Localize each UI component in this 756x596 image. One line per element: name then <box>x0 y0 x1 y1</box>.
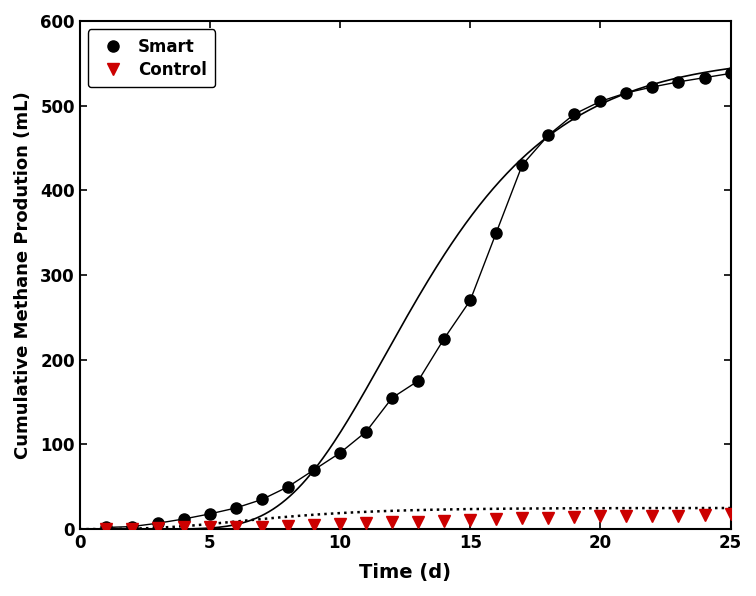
Control <box>257 523 266 530</box>
Line: Smart: Smart <box>101 68 736 533</box>
Smart <box>388 395 397 402</box>
Smart <box>674 78 683 85</box>
Smart <box>336 449 345 457</box>
Control <box>440 517 449 524</box>
Smart <box>361 428 370 435</box>
Smart <box>179 516 188 523</box>
Smart <box>309 466 318 473</box>
Control <box>388 519 397 526</box>
Line: Control: Control <box>100 508 737 535</box>
Control <box>570 514 579 521</box>
Control <box>231 524 240 531</box>
Control <box>206 524 215 531</box>
Y-axis label: Cumulative Methane Prodution (mL): Cumulative Methane Prodution (mL) <box>14 91 32 459</box>
Control <box>414 518 423 525</box>
Control <box>674 512 683 519</box>
Smart <box>231 504 240 511</box>
Control <box>309 522 318 529</box>
Control <box>284 522 293 529</box>
Smart <box>466 297 475 304</box>
Control <box>336 520 345 527</box>
Smart <box>257 496 266 503</box>
Smart <box>440 335 449 342</box>
Smart <box>284 483 293 491</box>
Smart <box>726 70 735 77</box>
Control <box>491 516 500 523</box>
Smart <box>700 74 709 81</box>
Smart <box>491 229 500 236</box>
Control <box>648 512 657 519</box>
Smart <box>596 98 605 105</box>
Control <box>153 524 163 532</box>
Control <box>179 524 188 531</box>
Control <box>622 513 631 520</box>
Control <box>127 526 136 533</box>
Smart <box>622 89 631 97</box>
Control <box>726 510 735 517</box>
Control <box>466 516 475 523</box>
Smart <box>127 523 136 530</box>
X-axis label: Time (d): Time (d) <box>359 563 451 582</box>
Smart <box>648 83 657 91</box>
Smart <box>101 524 110 531</box>
Smart <box>153 520 163 527</box>
Smart <box>206 510 215 517</box>
Smart <box>544 132 553 139</box>
Smart <box>570 110 579 117</box>
Control <box>544 514 553 522</box>
Control <box>361 520 370 527</box>
Smart <box>518 162 527 169</box>
Control <box>101 526 110 533</box>
Control <box>700 511 709 519</box>
Smart <box>414 377 423 384</box>
Control <box>596 513 605 520</box>
Legend: Smart, Control: Smart, Control <box>88 29 215 87</box>
Control <box>518 514 527 522</box>
